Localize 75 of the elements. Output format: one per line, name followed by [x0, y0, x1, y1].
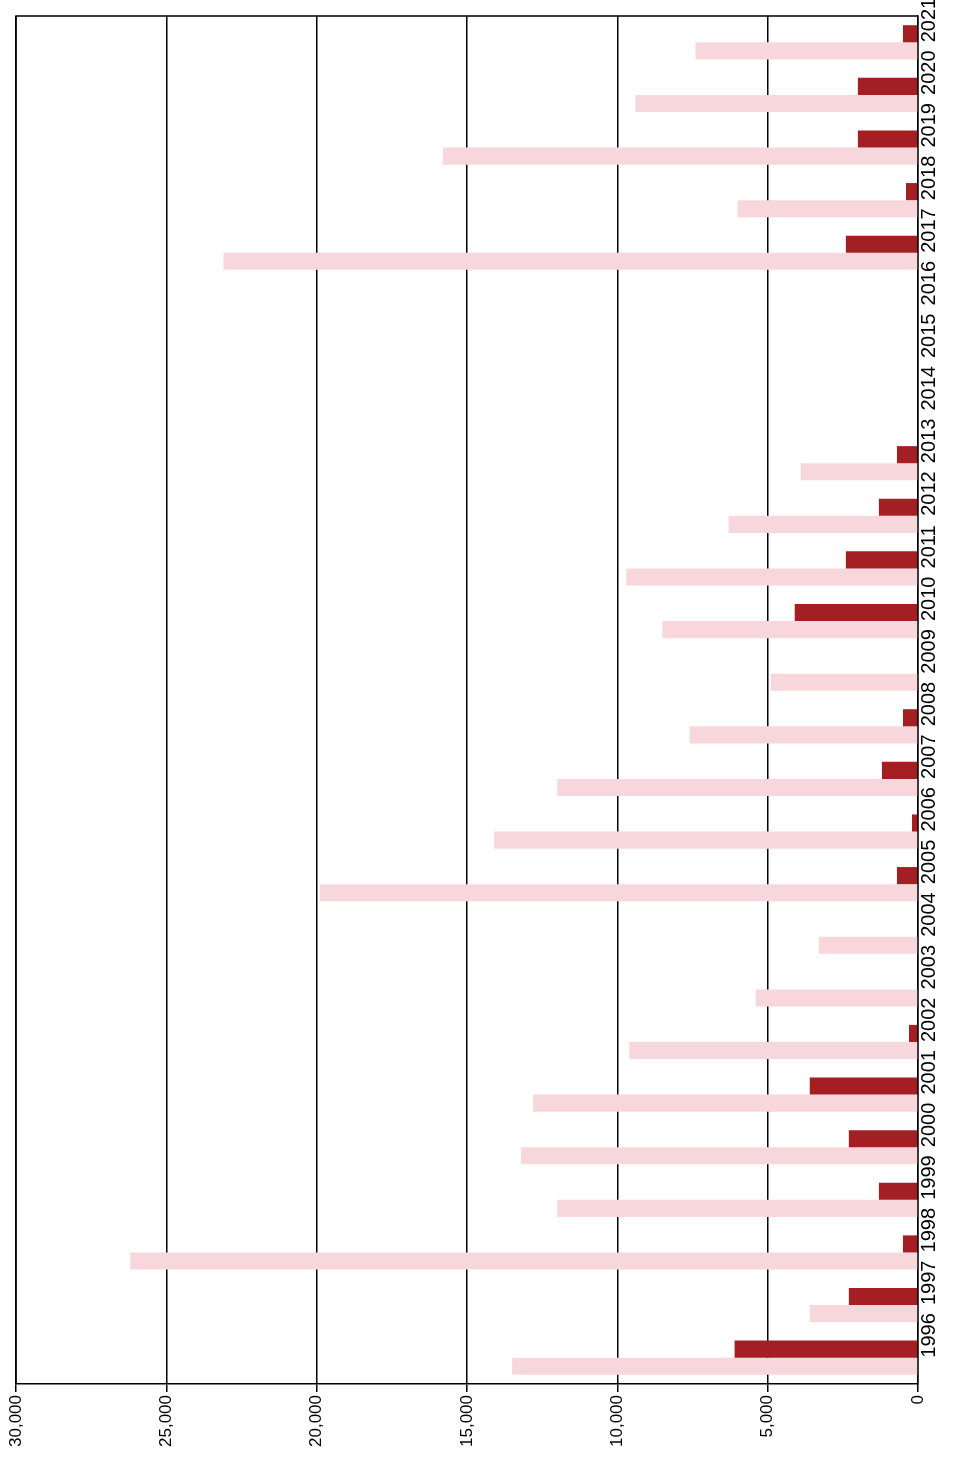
bar: [512, 1357, 918, 1375]
bar: [848, 1130, 918, 1148]
x-tick-label: 25,000: [156, 1395, 176, 1447]
bar: [845, 551, 918, 569]
x-tick-label: 30,000: [5, 1395, 25, 1447]
bar: [878, 498, 918, 516]
bar: [533, 1094, 918, 1112]
bar: [809, 1077, 918, 1095]
bar: [902, 25, 918, 43]
bar: [818, 936, 918, 954]
y-tick-label: 2003: [916, 944, 939, 990]
bar: [494, 831, 918, 849]
y-tick-label: 2015: [916, 313, 939, 358]
y-tick-label: 2002: [916, 997, 939, 1042]
bar: [557, 1199, 918, 1217]
y-tick-label: 2014: [916, 366, 939, 411]
bar: [794, 603, 918, 622]
bar: [902, 709, 918, 727]
y-tick-label: 2018: [916, 155, 939, 201]
bar: [857, 130, 918, 148]
x-tick-label: 20,000: [306, 1395, 326, 1447]
y-tick-label: 2004: [916, 892, 939, 937]
y-tick-label: 2001: [916, 1050, 939, 1095]
y-tick-label: 2000: [916, 1102, 939, 1148]
bar: [905, 183, 918, 201]
bar: [689, 726, 918, 744]
bar: [557, 778, 918, 797]
bar: [629, 1042, 918, 1060]
bar: [902, 1235, 918, 1253]
bar: [845, 235, 918, 253]
y-tick-label: 2010: [916, 576, 939, 622]
bar: [130, 1252, 918, 1270]
bar: [734, 1340, 918, 1358]
bar: [626, 568, 918, 586]
bar: [737, 200, 918, 218]
bar: [848, 1287, 918, 1306]
y-tick-label: 2020: [916, 50, 939, 95]
x-tick-label: 0: [907, 1395, 927, 1405]
bar: [896, 446, 918, 464]
y-tick-label: 2012: [916, 471, 939, 516]
bar: [857, 77, 918, 95]
y-tick-label: 2016: [916, 260, 939, 306]
bar: [881, 761, 918, 779]
bar: [908, 1024, 918, 1042]
y-tick-label: 2008: [916, 681, 939, 727]
y-tick-label: 2009: [916, 629, 939, 674]
bar: [896, 867, 918, 885]
y-tick-label: 1996: [916, 1313, 939, 1358]
y-tick-label: 2005: [916, 839, 939, 885]
bar: [319, 884, 918, 902]
bar: [662, 621, 918, 639]
x-tick-label: 10,000: [607, 1395, 627, 1447]
bar: [911, 814, 918, 832]
bar: [800, 463, 918, 481]
y-tick-label: 2019: [916, 103, 939, 148]
bar: [878, 1182, 918, 1200]
y-tick-label: 1997: [916, 1260, 939, 1306]
bar: [442, 147, 918, 165]
bar: [770, 673, 918, 691]
bar: [635, 94, 918, 113]
bar: [521, 1147, 918, 1165]
bar: [728, 515, 918, 533]
y-tick-label: 2007: [916, 734, 939, 779]
bar: [223, 252, 918, 270]
y-tick-label: 2011: [916, 525, 939, 569]
x-tick-label: 5,000: [757, 1395, 777, 1438]
bar: [695, 42, 918, 60]
y-tick-label: 1998: [916, 1207, 939, 1253]
y-tick-label: 2013: [916, 418, 939, 464]
bar: [755, 989, 918, 1007]
y-tick-label: 2006: [916, 787, 939, 832]
y-tick-label: 1999: [916, 1155, 939, 1200]
bar: [809, 1305, 918, 1323]
x-tick-label: 15,000: [456, 1395, 476, 1447]
y-tick-label: 2017: [916, 208, 939, 253]
